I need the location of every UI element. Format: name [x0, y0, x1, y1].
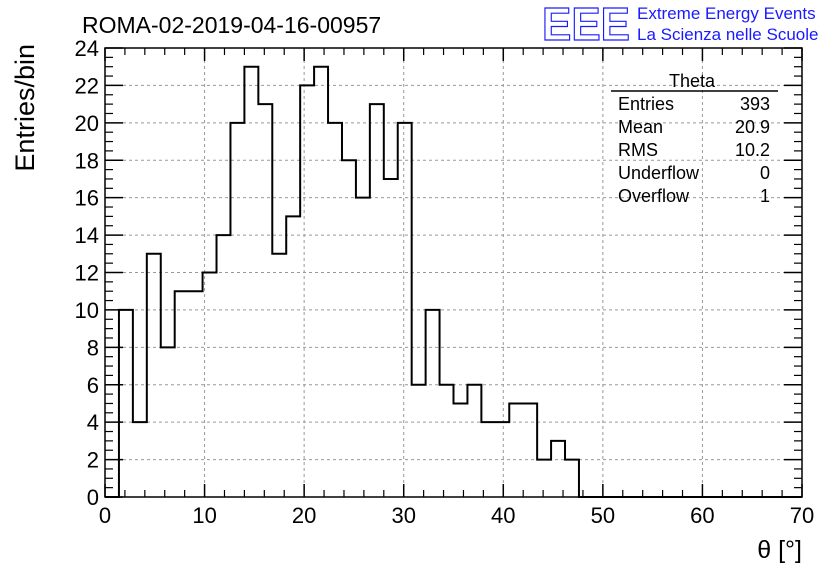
y-tick-label: 4 [87, 410, 99, 435]
x-tick-label: 40 [491, 503, 515, 528]
x-tick-label: 70 [790, 503, 814, 528]
x-axis-label: θ [°] [757, 536, 802, 564]
stats-label: Entries [618, 94, 674, 114]
stats-value: 1 [760, 186, 770, 206]
stats-value: 10.2 [735, 140, 770, 160]
stats-value: 20.9 [735, 117, 770, 137]
branding-line-1: Extreme Energy Events [637, 4, 816, 23]
y-tick-label: 10 [75, 298, 99, 323]
y-tick-label: 22 [75, 73, 99, 98]
y-tick-label: 8 [87, 335, 99, 360]
y-axis-label: Entries/bin [10, 44, 40, 172]
stats-title: Theta [669, 71, 716, 91]
stats-label: Underflow [618, 163, 700, 183]
stats-box: Theta Entries 393 Mean 20.9 RMS 10.2 Underflow… [611, 71, 778, 206]
y-tick-label: 14 [75, 223, 99, 248]
eee-logo: EEE [542, 0, 630, 50]
stats-rows: Entries 393 Mean 20.9 RMS 10.2 Underflow 0 Overf… [618, 94, 770, 206]
x-tick-labels: 0 10 20 30 40 50 60 70 [99, 503, 814, 528]
y-tick-label: 0 [87, 485, 99, 510]
y-tick-label: 16 [75, 186, 99, 211]
x-tick-label: 10 [192, 503, 216, 528]
x-tick-label: 0 [99, 503, 111, 528]
x-tick-label: 50 [591, 503, 615, 528]
x-tick-label: 20 [292, 503, 316, 528]
branding-line-2: La Scienza nelle Scuole [637, 25, 818, 44]
histogram-series [105, 65, 802, 498]
stats-value: 0 [760, 163, 770, 183]
y-tick-label: 18 [75, 148, 99, 173]
stats-value: 393 [740, 94, 770, 114]
axis-ticks [104, 47, 803, 498]
y-tick-label: 12 [75, 261, 99, 286]
chart-title: ROMA-02-2019-04-16-00957 [82, 12, 381, 38]
y-tick-label: 2 [87, 448, 99, 473]
y-tick-label: 20 [75, 111, 99, 136]
stats-label: Mean [618, 117, 663, 137]
x-tick-label: 60 [690, 503, 714, 528]
y-tick-label: 24 [75, 36, 99, 61]
eee-branding: EEE Extreme Energy Events La Scienza nel… [541, 0, 818, 51]
stats-label: Overflow [618, 186, 690, 206]
x-tick-label: 30 [391, 503, 415, 528]
stats-label: RMS [618, 140, 658, 160]
y-tick-label: 6 [87, 373, 99, 398]
